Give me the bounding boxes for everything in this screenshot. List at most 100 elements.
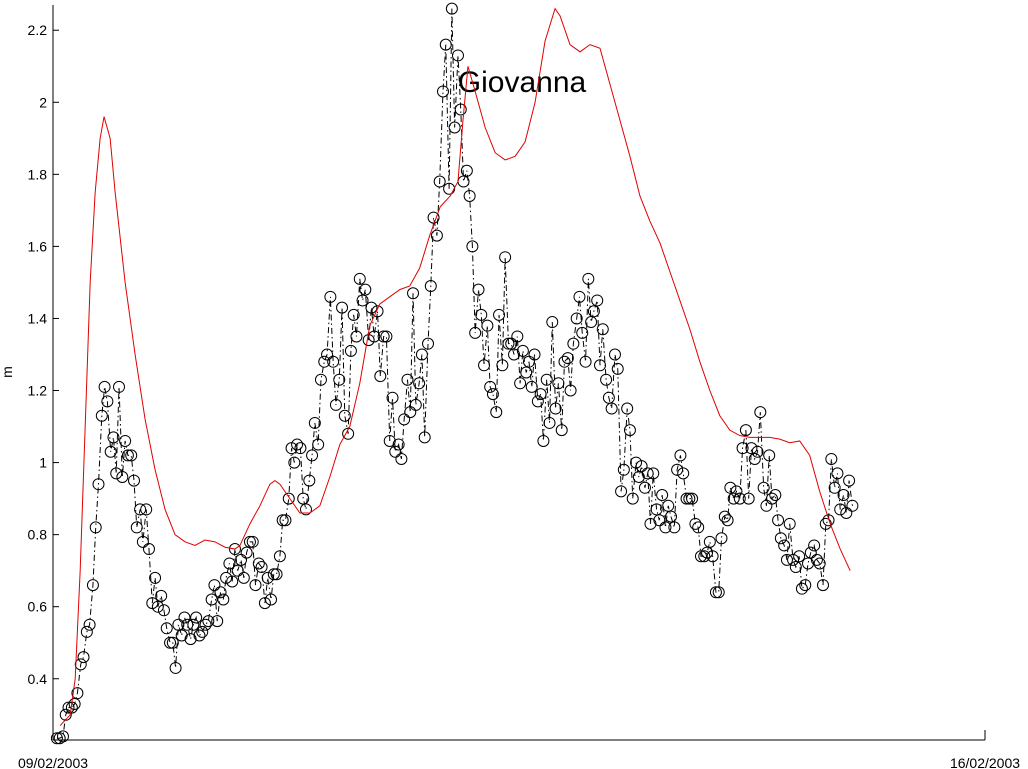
data-point [736,442,749,455]
data-point [160,622,173,635]
data-point [77,651,90,664]
data-point [843,474,856,487]
data-point [240,546,253,559]
data-point [531,395,544,408]
data-point [665,510,678,523]
data-point [149,571,162,584]
data-point [368,330,381,343]
data-point [401,373,414,386]
data-point [765,492,778,505]
data-point [772,514,785,527]
data-point [374,370,387,383]
data-point [329,398,342,411]
data-point [371,305,384,318]
data-point [56,730,69,743]
data-point [817,579,830,592]
data-point [249,579,262,592]
data-point [409,398,422,411]
data-point [486,388,499,401]
data-point [712,586,725,599]
data-point [211,615,224,628]
data-point [261,571,274,584]
data-point [828,481,841,494]
data-point [778,539,791,552]
data-point [454,103,467,116]
x-tick-label: 16/02/2003 [950,755,1020,769]
data-point [324,290,337,303]
y-tick-label: 1.2 [28,383,48,399]
data-point [608,348,621,361]
data-point [534,388,547,401]
data-point [327,355,340,368]
data-point [246,535,259,548]
data-point [86,579,99,592]
data-point [190,611,203,624]
data-point [718,510,731,523]
data-point [151,600,164,613]
data-point [386,391,399,404]
data-point [611,362,624,375]
data-point [457,175,470,188]
y-tick-label: 1 [39,455,47,471]
data-point [671,463,684,476]
data-point [490,406,503,419]
data-point [496,359,509,372]
data-point [338,409,351,422]
data-point [748,452,761,465]
data-point [104,445,117,458]
y-tick-label: 0.6 [28,599,48,615]
data-point [314,373,327,386]
data-point [668,521,681,534]
data-point [730,485,743,498]
data-point [789,561,802,574]
data-point [196,625,209,638]
data-point [783,517,796,530]
data-point [377,330,390,343]
data-point [623,424,636,437]
data-point [600,373,613,386]
data-point [511,330,524,343]
data-point [831,467,844,480]
data-point [505,337,518,350]
data-point [439,38,452,51]
data-point [780,553,793,566]
data-point [136,535,149,548]
data-point [199,618,212,631]
data-point [514,377,527,390]
data-point [415,348,428,361]
data-point [258,597,271,610]
data-point [333,373,346,386]
annotation: Giovanna [458,66,587,99]
y-tick-label: 0.4 [28,671,48,687]
data-point [95,409,108,422]
data-point [558,355,571,368]
data-point [392,438,405,451]
data-point [110,467,123,480]
data-point [267,568,280,581]
data-point [561,352,574,365]
data-point [543,416,556,429]
data-point [208,579,221,592]
data-point [493,308,506,321]
data-point [742,492,755,505]
data-point [698,550,711,563]
data-point [656,489,669,501]
data-point [677,467,690,480]
data-point [407,287,420,300]
data-point [546,316,559,329]
data-point [552,377,565,390]
data-point [840,507,853,520]
data-point [680,492,693,505]
data-point [481,319,494,332]
data-point [273,550,286,563]
data-point [721,514,734,527]
data-point [350,330,363,343]
data-point [303,474,316,487]
data-point [774,532,787,545]
data-point [107,431,120,444]
y-tick-label: 1.4 [28,310,48,326]
data-point [570,312,583,325]
data-point [134,503,147,516]
data-point [516,344,529,357]
data-point [279,514,292,527]
